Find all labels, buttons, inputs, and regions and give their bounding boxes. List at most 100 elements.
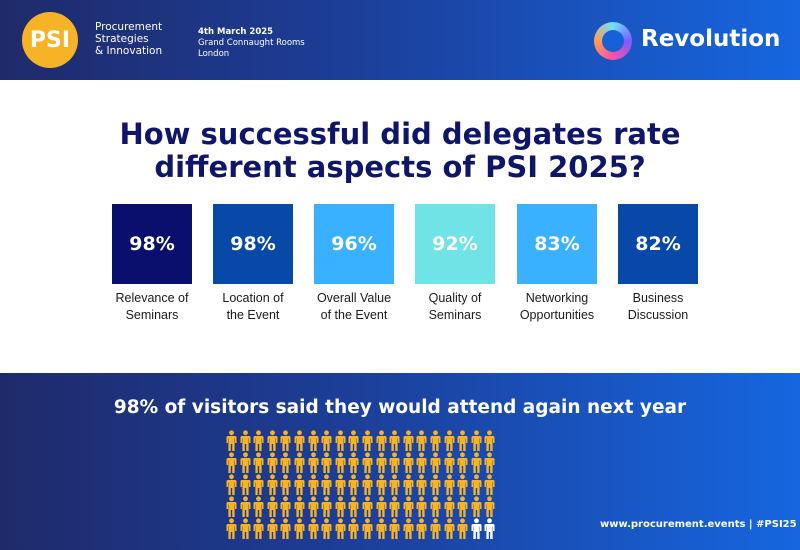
person-icon	[294, 474, 305, 495]
person-icon	[471, 474, 482, 495]
person-icon	[471, 518, 482, 539]
person-icon	[362, 474, 373, 495]
person-icon	[444, 452, 455, 473]
stat-label-line: Opportunities	[519, 308, 595, 322]
person-icon	[240, 452, 251, 473]
person-icon	[444, 496, 455, 517]
person-icon	[335, 430, 346, 451]
person-icon	[430, 518, 441, 539]
person-icon	[444, 518, 455, 539]
event-date: 4th March 2025	[198, 27, 274, 37]
person-icon	[321, 452, 332, 473]
stat-value: 82%	[635, 233, 681, 255]
stat-label: Overall Value of the Event	[299, 290, 409, 324]
person-icon	[267, 496, 278, 517]
stat-label-line: Networking	[525, 291, 589, 305]
person-icon	[267, 430, 278, 451]
stat-label-line: Quality of	[428, 291, 482, 305]
footer-link[interactable]: www.procurement.events | #PSI25	[600, 519, 797, 530]
person-icon	[416, 474, 427, 495]
stat-value: 92%	[432, 233, 478, 255]
person-icon	[471, 430, 482, 451]
person-icon	[226, 474, 237, 495]
person-icon	[484, 496, 495, 517]
person-icon	[294, 452, 305, 473]
page-title: How successful did delegates rate differ…	[0, 118, 800, 184]
person-icon	[253, 474, 264, 495]
person-icon	[444, 474, 455, 495]
person-icon	[389, 518, 400, 539]
person-icon	[457, 474, 468, 495]
person-icon	[376, 474, 387, 495]
brand-line: & Innovation	[95, 45, 163, 57]
person-icon	[416, 452, 427, 473]
person-icon	[416, 496, 427, 517]
attendance-headline: 98% of visitors said they would attend a…	[113, 397, 687, 418]
person-icon	[484, 430, 495, 451]
stat-label: Location of the Event	[198, 290, 308, 324]
person-icon	[457, 496, 468, 517]
person-icon	[389, 496, 400, 517]
person-icon	[403, 430, 414, 451]
person-icon	[294, 430, 305, 451]
header-banner: PSI Procurement Strategies & Innovation …	[0, 0, 800, 80]
revolution-logo-icon	[594, 22, 632, 60]
person-icon	[308, 430, 319, 451]
person-icon	[280, 474, 291, 495]
stat-label: Networking Opportunities	[502, 290, 612, 324]
person-icon	[280, 430, 291, 451]
stat-label: Quality of Seminars	[400, 290, 510, 324]
person-icon	[267, 518, 278, 539]
person-icon	[389, 474, 400, 495]
person-icon	[348, 518, 359, 539]
person-icon	[348, 430, 359, 451]
person-icon	[444, 430, 455, 451]
person-icon	[484, 452, 495, 473]
person-icon	[389, 452, 400, 473]
person-icon	[308, 496, 319, 517]
person-icon	[362, 430, 373, 451]
person-icon	[484, 518, 495, 539]
stat-label-line: Seminars	[428, 308, 482, 322]
person-icon	[416, 430, 427, 451]
stat-label-line: Discussion	[627, 308, 689, 322]
person-icon	[335, 518, 346, 539]
stat-card: 83% Networking Opportunities	[502, 204, 612, 324]
person-icon	[457, 452, 468, 473]
event-info: 4th March 2025 Grand Connaught Rooms Lon…	[198, 27, 305, 60]
person-icon	[294, 496, 305, 517]
stat-card: 98% Location of the Event	[198, 204, 308, 324]
stat-card: 92% Quality of Seminars	[400, 204, 510, 324]
person-icon	[389, 430, 400, 451]
event-city: London	[198, 49, 230, 59]
stat-label-line: Seminars	[125, 308, 179, 322]
person-icon	[376, 430, 387, 451]
stats-row: 98% Relevance of Seminars 98% Location o…	[100, 204, 720, 334]
stat-box: 92%	[415, 204, 495, 284]
person-icon	[403, 518, 414, 539]
person-icon	[226, 518, 237, 539]
person-icon	[430, 430, 441, 451]
person-icon	[267, 452, 278, 473]
person-icon	[253, 452, 264, 473]
stat-label: Business Discussion	[603, 290, 713, 324]
person-icon	[457, 518, 468, 539]
attendance-band: 98% of visitors said they would attend a…	[0, 373, 800, 550]
person-icon	[348, 496, 359, 517]
person-icon	[240, 474, 251, 495]
person-icon	[471, 496, 482, 517]
person-icon	[335, 452, 346, 473]
person-icon	[362, 452, 373, 473]
stat-label-line: Location of	[222, 291, 284, 305]
person-icon	[348, 474, 359, 495]
title-line: How successful did delegates rate	[119, 117, 681, 151]
person-icon	[416, 518, 427, 539]
stat-box: 98%	[112, 204, 192, 284]
person-icon	[430, 474, 441, 495]
person-icon	[226, 496, 237, 517]
person-icon	[253, 518, 264, 539]
people-pictogram	[225, 430, 525, 550]
brand-line: Strategies	[95, 33, 149, 45]
psi-logo: PSI	[22, 12, 78, 68]
stat-card: 96% Overall Value of the Event	[299, 204, 409, 324]
